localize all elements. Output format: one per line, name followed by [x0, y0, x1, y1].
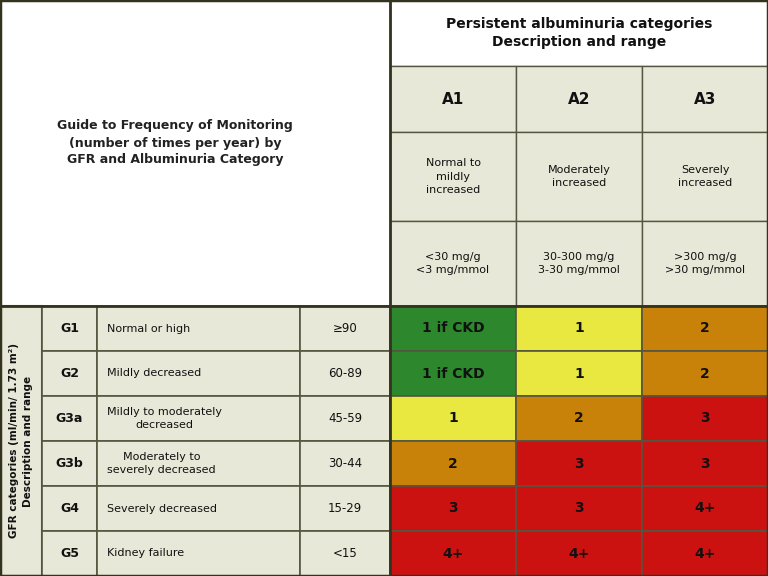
Bar: [390, 0, 768, 66]
Bar: [390, 132, 516, 221]
Text: A3: A3: [694, 92, 717, 107]
Bar: [516, 132, 642, 221]
Text: GFR categories (ml/min/ 1.73 m²)
Description and range: GFR categories (ml/min/ 1.73 m²) Descrip…: [9, 343, 33, 539]
Text: G3a: G3a: [56, 412, 83, 425]
Bar: [42, 531, 97, 576]
Text: Mildly to moderately
decreased: Mildly to moderately decreased: [107, 407, 222, 430]
Text: G1: G1: [60, 322, 79, 335]
Bar: [516, 351, 642, 396]
Text: 3: 3: [700, 411, 710, 426]
Bar: [97, 396, 300, 441]
Text: >300 mg/g
>30 mg/mmol: >300 mg/g >30 mg/mmol: [665, 252, 745, 275]
Text: 4+: 4+: [694, 502, 716, 516]
Bar: [97, 486, 300, 531]
Bar: [390, 486, 516, 531]
Bar: [516, 66, 642, 132]
Bar: [42, 486, 97, 531]
Text: 30-44: 30-44: [328, 457, 362, 470]
Text: A1: A1: [442, 92, 464, 107]
Bar: [642, 221, 768, 306]
Text: G4: G4: [60, 502, 79, 515]
Text: 60-89: 60-89: [328, 367, 362, 380]
Bar: [642, 132, 768, 221]
Text: 2: 2: [574, 411, 584, 426]
Bar: [300, 486, 390, 531]
Text: 2: 2: [448, 457, 458, 471]
Bar: [516, 441, 642, 486]
Bar: [642, 396, 768, 441]
Bar: [0, 306, 42, 576]
Bar: [97, 306, 300, 351]
Text: 3: 3: [700, 457, 710, 471]
Text: 1: 1: [574, 366, 584, 381]
Text: 2: 2: [700, 366, 710, 381]
Text: Severely
increased: Severely increased: [678, 165, 732, 188]
Bar: [300, 351, 390, 396]
Bar: [42, 351, 97, 396]
Text: 4+: 4+: [568, 547, 590, 560]
Bar: [516, 396, 642, 441]
Text: 15-29: 15-29: [328, 502, 362, 515]
Bar: [642, 351, 768, 396]
Bar: [300, 306, 390, 351]
Text: Mildly decreased: Mildly decreased: [107, 369, 201, 378]
Text: Persistent albuminuria categories
Description and range: Persistent albuminuria categories Descri…: [445, 17, 712, 49]
Text: 4+: 4+: [694, 547, 716, 560]
Bar: [516, 486, 642, 531]
Bar: [42, 306, 97, 351]
Bar: [97, 351, 300, 396]
Bar: [642, 441, 768, 486]
Bar: [390, 221, 516, 306]
Text: 3: 3: [449, 502, 458, 516]
Bar: [390, 66, 516, 132]
Bar: [516, 306, 642, 351]
Text: Normal to
mildly
increased: Normal to mildly increased: [425, 158, 481, 195]
Text: 4+: 4+: [442, 547, 464, 560]
Text: <15: <15: [333, 547, 357, 560]
Bar: [0, 0, 390, 306]
Text: 2: 2: [700, 321, 710, 335]
Bar: [300, 531, 390, 576]
Text: 3: 3: [574, 502, 584, 516]
Text: 45-59: 45-59: [328, 412, 362, 425]
Bar: [42, 441, 97, 486]
Text: Moderately to
severely decreased: Moderately to severely decreased: [107, 452, 216, 475]
Bar: [97, 441, 300, 486]
Bar: [390, 396, 516, 441]
Bar: [300, 396, 390, 441]
Bar: [390, 531, 516, 576]
Bar: [642, 486, 768, 531]
Bar: [642, 66, 768, 132]
Bar: [0, 306, 390, 576]
Bar: [390, 441, 516, 486]
Text: 1: 1: [448, 411, 458, 426]
Text: 1 if CKD: 1 if CKD: [422, 366, 485, 381]
Bar: [390, 351, 516, 396]
Text: Kidney failure: Kidney failure: [107, 548, 184, 559]
Text: 3: 3: [574, 457, 584, 471]
Text: G5: G5: [60, 547, 79, 560]
Text: Severely decreased: Severely decreased: [107, 503, 217, 513]
Text: <30 mg/g
<3 mg/mmol: <30 mg/g <3 mg/mmol: [416, 252, 489, 275]
Bar: [390, 306, 516, 351]
Text: 1: 1: [574, 321, 584, 335]
Bar: [97, 531, 300, 576]
Text: A2: A2: [568, 92, 591, 107]
Bar: [300, 441, 390, 486]
Text: 30-300 mg/g
3-30 mg/mmol: 30-300 mg/g 3-30 mg/mmol: [538, 252, 620, 275]
Text: G3b: G3b: [55, 457, 84, 470]
Text: Normal or high: Normal or high: [107, 324, 190, 334]
Bar: [516, 221, 642, 306]
Text: Moderately
increased: Moderately increased: [548, 165, 611, 188]
Text: Guide to Frequency of Monitoring
(number of times per year) by
GFR and Albuminur: Guide to Frequency of Monitoring (number…: [57, 119, 293, 166]
Bar: [42, 396, 97, 441]
Bar: [642, 306, 768, 351]
Text: ≥90: ≥90: [333, 322, 357, 335]
Bar: [516, 531, 642, 576]
Text: 1 if CKD: 1 if CKD: [422, 321, 485, 335]
Bar: [642, 531, 768, 576]
Text: G2: G2: [60, 367, 79, 380]
